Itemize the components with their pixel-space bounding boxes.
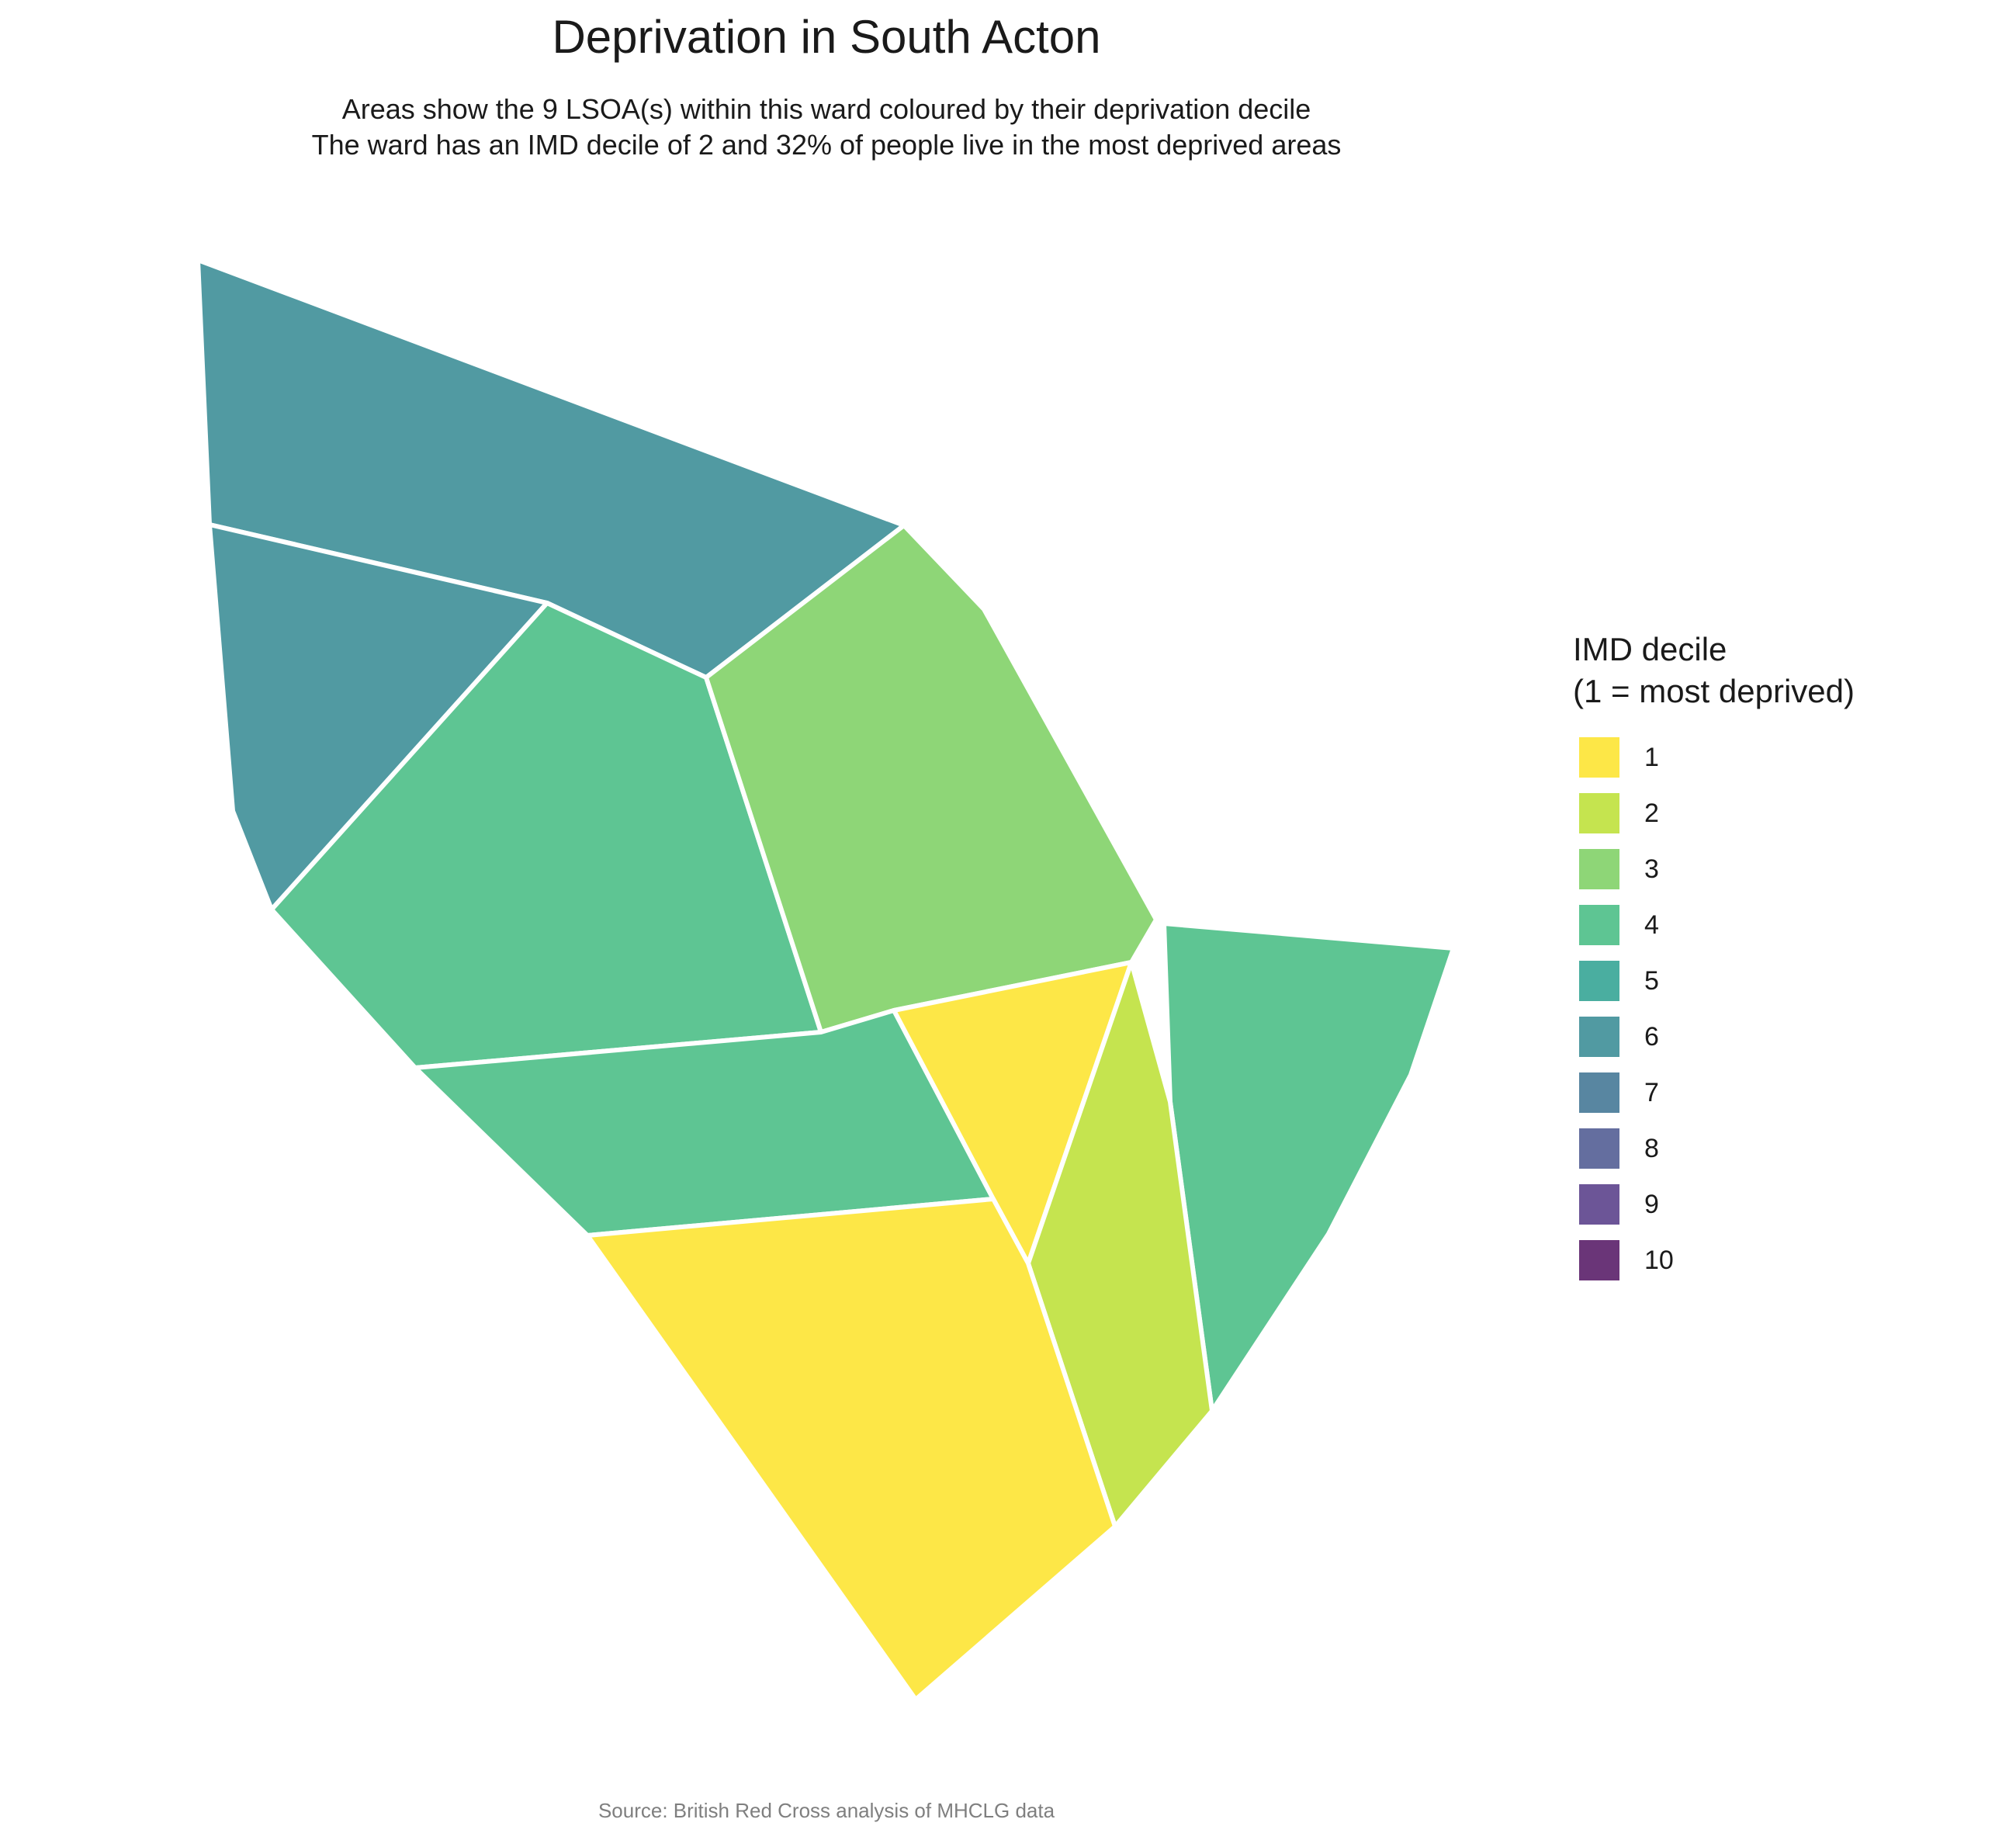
legend-label: 9: [1644, 1189, 1659, 1219]
legend-label: 4: [1644, 910, 1659, 940]
subtitle-line-2: The ward has an IMD decile of 2 and 32% …: [311, 129, 1342, 161]
legend-swatch: [1579, 737, 1619, 778]
legend-label: 1: [1644, 742, 1659, 772]
legend-label: 6: [1644, 1021, 1659, 1052]
map-title: Deprivation in South Acton: [552, 11, 1101, 63]
legend-item-2: 2: [1573, 785, 1992, 841]
source-caption: Source: British Red Cross analysis of MH…: [598, 1799, 1055, 1822]
legend-swatch: [1579, 1017, 1619, 1057]
legend-item-7: 7: [1573, 1065, 1992, 1121]
legend-title-line-1: IMD decile: [1573, 631, 1727, 667]
legend-item-6: 6: [1573, 1009, 1992, 1065]
legend-label: 2: [1644, 798, 1659, 828]
legend-swatch: [1579, 1072, 1619, 1113]
map-subtitle: Areas show the 9 LSOA(s) within this war…: [0, 92, 1653, 163]
lsoa-south[interactable]: [585, 1197, 1117, 1702]
legend-item-4: 4: [1573, 897, 1992, 953]
ward-map: [198, 260, 1456, 1702]
legend-swatch: [1579, 1184, 1619, 1225]
legend: IMD decile (1 = most deprived) 1 2 3 4 5 6 7 8 9…: [1573, 629, 1992, 1288]
legend-item-8: 8: [1573, 1121, 1992, 1176]
legend-item-1: 1: [1573, 729, 1992, 785]
legend-swatch: [1579, 905, 1619, 945]
legend-label: 10: [1644, 1245, 1674, 1275]
legend-item-9: 9: [1573, 1176, 1992, 1232]
legend-swatch: [1579, 1128, 1619, 1169]
subtitle-line-1: Areas show the 9 LSOA(s) within this war…: [341, 93, 1311, 125]
lsoa-south-east[interactable]: [1026, 960, 1214, 1529]
legend-items: 1 2 3 4 5 6 7 8 9 10: [1573, 729, 1992, 1288]
legend-title: IMD decile (1 = most deprived): [1573, 629, 1992, 712]
legend-label: 5: [1644, 965, 1659, 996]
legend-swatch: [1579, 1240, 1619, 1280]
legend-label: 7: [1644, 1077, 1659, 1107]
legend-label: 3: [1644, 854, 1659, 884]
legend-item-3: 3: [1573, 841, 1992, 897]
legend-item-5: 5: [1573, 953, 1992, 1009]
lsoa-east[interactable]: [1162, 921, 1456, 1413]
legend-swatch: [1579, 793, 1619, 833]
legend-title-line-2: (1 = most deprived): [1573, 673, 1855, 709]
legend-item-10: 10: [1573, 1232, 1992, 1288]
legend-label: 8: [1644, 1133, 1659, 1163]
legend-swatch: [1579, 849, 1619, 889]
legend-swatch: [1579, 961, 1619, 1001]
